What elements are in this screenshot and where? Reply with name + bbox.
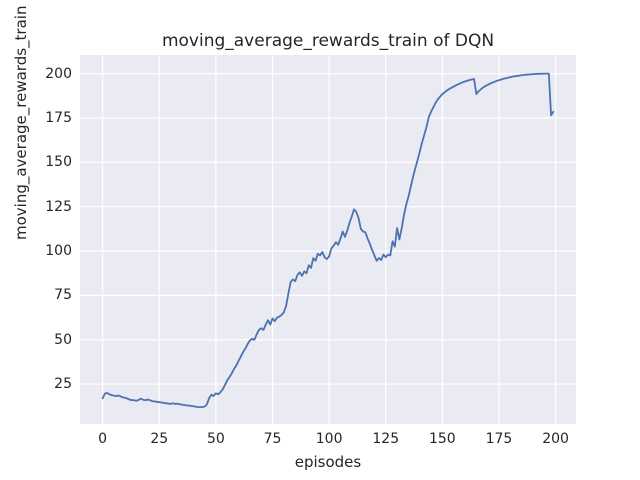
y-tick-label: 150 — [45, 154, 72, 171]
y-tick-label: 100 — [45, 243, 72, 260]
x-tick-label: 200 — [542, 431, 569, 447]
x-tick-label: 75 — [263, 431, 282, 447]
axes-background — [80, 55, 576, 424]
y-tick-label: 25 — [54, 376, 72, 393]
chart-title: moving_average_rewards_train of DQN — [161, 31, 495, 51]
x-tick-label: 100 — [315, 431, 343, 447]
y-tick-label: 175 — [45, 109, 72, 126]
plot-background-group — [80, 55, 576, 424]
reward-line-series — [101, 72, 555, 409]
x-tick-label: 175 — [485, 431, 513, 447]
gridlines-group — [80, 55, 576, 424]
x-tick-label: 150 — [428, 431, 456, 447]
x-tick-label: 0 — [98, 431, 108, 447]
x-tick-label: 50 — [206, 431, 225, 447]
x-axis-label: episodes — [294, 453, 362, 471]
y-tick-label: 75 — [54, 287, 72, 304]
y-tick-label: 200 — [45, 65, 72, 82]
y-tick-label: 125 — [45, 198, 72, 215]
x-tick-label: 125 — [372, 431, 400, 447]
series-group — [101, 72, 555, 409]
x-tick-label: 25 — [150, 431, 169, 447]
y-tick-label: 50 — [54, 331, 72, 348]
